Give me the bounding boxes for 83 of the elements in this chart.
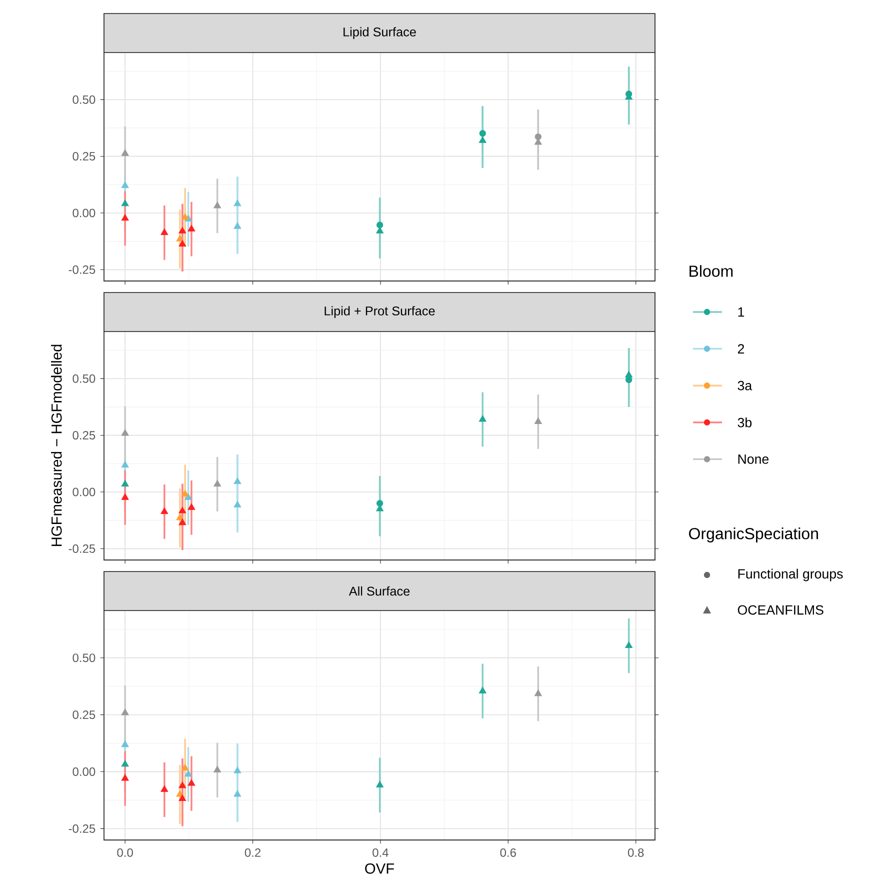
x-tick-label: 0.4 — [372, 848, 388, 857]
point — [121, 429, 129, 436]
point — [176, 234, 184, 242]
point — [184, 770, 192, 777]
legend-label: 3a — [738, 380, 752, 390]
point — [121, 181, 129, 188]
point — [625, 370, 633, 378]
point — [534, 417, 542, 424]
point — [178, 518, 186, 526]
x-tick-label: 0.6 — [500, 848, 516, 857]
y-tick-label: 0.00 — [72, 488, 96, 496]
point — [376, 222, 384, 228]
point — [188, 224, 196, 232]
point — [121, 480, 129, 487]
point — [181, 490, 189, 497]
point — [188, 779, 196, 786]
point — [121, 708, 129, 716]
point — [478, 136, 486, 143]
x-axis-title: OVF — [365, 863, 394, 874]
point — [160, 507, 168, 514]
point — [178, 226, 186, 234]
legend-label: 1 — [738, 307, 744, 317]
y-tick-label: 0.00 — [72, 767, 96, 776]
point — [478, 415, 486, 422]
y-tick-label: 0.25 — [72, 152, 96, 161]
point — [178, 506, 186, 514]
chart-title: All Surface — [348, 586, 410, 596]
point — [121, 493, 129, 500]
text: OCEANFILMS — [738, 605, 824, 615]
point — [121, 149, 129, 156]
point — [178, 794, 186, 802]
y-tick-label: 0.00 — [72, 208, 96, 218]
point — [121, 214, 129, 221]
point — [160, 228, 168, 235]
point — [376, 500, 384, 507]
x-tick-label: 0.2 — [244, 848, 260, 857]
chart-title: Lipid Surface — [344, 27, 416, 39]
point — [188, 503, 196, 510]
legend-label: 2 — [738, 344, 744, 354]
point — [478, 686, 486, 694]
y-tick-label: 0.50 — [72, 374, 96, 383]
y-tick-label: -0.25 — [68, 544, 96, 553]
point — [181, 213, 189, 220]
point — [184, 493, 192, 500]
point — [214, 766, 222, 772]
text: Functional groups — [738, 568, 843, 582]
point — [121, 774, 129, 781]
point — [234, 790, 242, 797]
y-tick-label: 0.25 — [72, 431, 96, 440]
legend-label: 3b — [738, 418, 752, 428]
point — [214, 480, 222, 487]
point — [121, 740, 129, 748]
legend-label: None — [738, 454, 769, 464]
legend-title: Bloom — [690, 265, 733, 277]
y-tick-label: 0.50 — [72, 95, 96, 104]
x-tick-label: 0.8 — [628, 848, 644, 857]
point — [178, 240, 186, 247]
point — [234, 222, 242, 229]
y-tick-label: 0.50 — [72, 654, 96, 662]
point — [121, 460, 129, 468]
point — [160, 785, 168, 792]
point — [234, 766, 242, 774]
y-tick-label: -0.25 — [68, 824, 96, 833]
point — [479, 130, 486, 137]
point — [234, 478, 242, 484]
x-tick-label: 0.0 — [117, 848, 133, 857]
point — [178, 782, 186, 788]
point — [376, 780, 384, 788]
point — [176, 514, 184, 520]
point — [534, 690, 542, 696]
y-tick-label: -0.25 — [68, 265, 96, 274]
point — [625, 641, 633, 648]
point — [534, 133, 542, 140]
point — [214, 202, 222, 208]
point — [121, 200, 129, 206]
point — [234, 500, 242, 508]
y-axis-title: HGFmeasured − HGFmodelled — [51, 344, 62, 546]
point — [181, 764, 189, 771]
chart-title: Lipid + Prot Surface — [324, 306, 435, 318]
point — [234, 200, 242, 206]
y-tick-label: 0.25 — [72, 710, 96, 720]
text: OrganicSpeciation — [689, 528, 818, 542]
point — [121, 760, 129, 767]
